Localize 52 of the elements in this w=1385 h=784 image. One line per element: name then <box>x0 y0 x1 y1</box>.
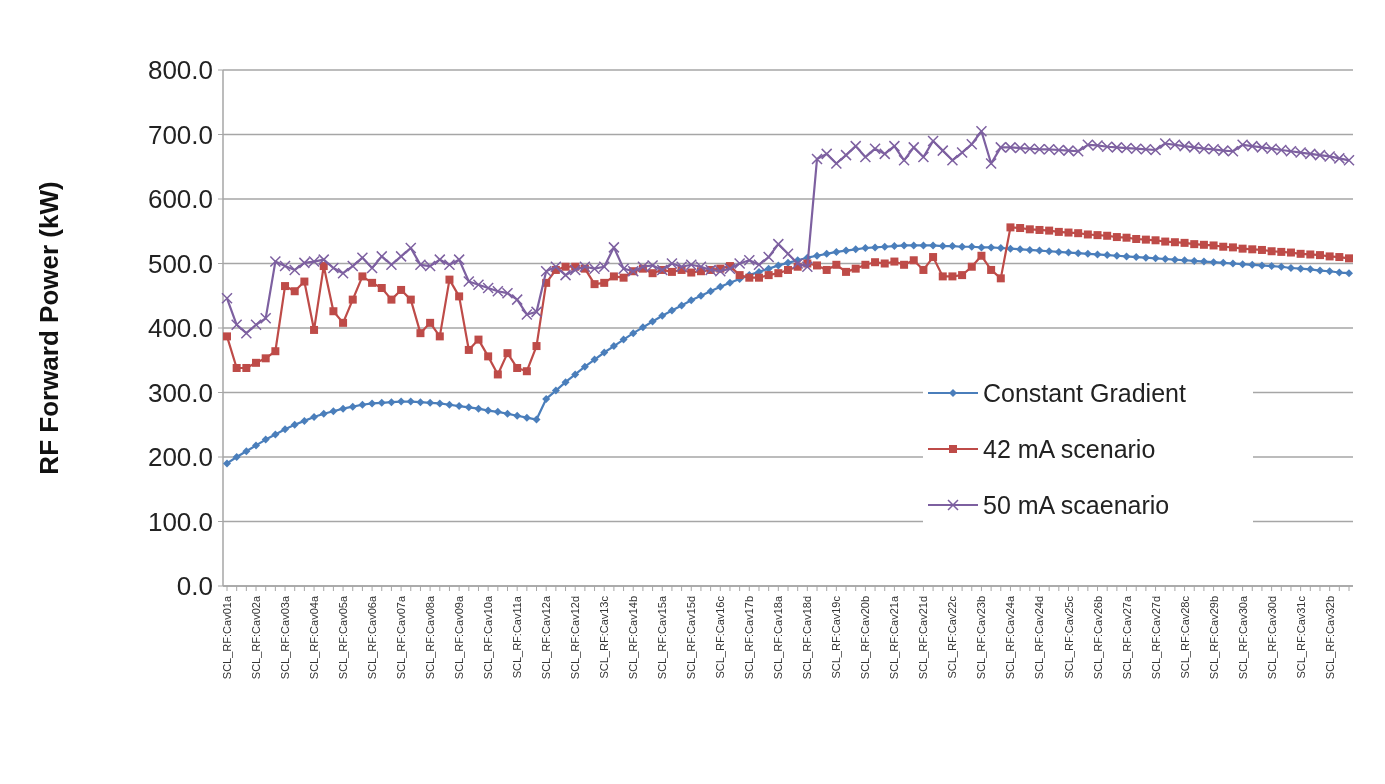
legend-label: Constant Gradient <box>983 378 1186 407</box>
y-tick-label: 300.0 <box>147 377 213 408</box>
x-tick-label: SCL_RF:Cav04a <box>308 595 321 680</box>
x-tick-label: SCL_RF:Cav11a <box>511 595 524 679</box>
x-tick-label: SCL_RF:Cav30a <box>1236 595 1249 680</box>
x-tick-label: SCL_RF:Cav16c <box>714 595 727 679</box>
x-tick-label: SCL_RF:Cav28c <box>1178 595 1191 679</box>
x-tick-label: SCL_RF:Cav12d <box>569 596 582 680</box>
x-tick-label: SCL_RF:Cav01a <box>221 595 233 680</box>
x-tick-label: SCL_RF:Cav31c <box>1294 595 1307 679</box>
x-tick-label: SCL_RF:Cav29b <box>1207 596 1220 680</box>
x-tick-label: SCL_RF:Cav25c <box>1062 595 1075 679</box>
y-axis-title: RF Forward Power (kW) <box>34 181 64 475</box>
x-tick-label: SCL_RF:Cav18a <box>772 595 785 680</box>
x-tick-label: SCL_RF:Cav23b <box>975 596 988 680</box>
legend-label: 42 mA scenario <box>983 434 1156 463</box>
x-tick-label: SCL_RF:Cav22c <box>946 595 959 679</box>
y-tick-label: 400.0 <box>147 313 213 344</box>
y-tick-label: 500.0 <box>147 248 213 279</box>
x-tick-label: SCL_RF:Cav06a <box>366 595 379 680</box>
x-tick-label: SCL_RF:Cav07a <box>395 595 408 680</box>
y-tick-label: 700.0 <box>147 119 213 150</box>
x-tick-label: SCL_RF:Cav30d <box>1265 596 1278 680</box>
x-tick-label: SCL_RF:Cav12a <box>540 595 553 680</box>
x-tick-label: SCL_RF:Cav27d <box>1149 596 1162 680</box>
y-tick-label: 0.0 <box>176 571 213 602</box>
y-tick-label: 100.0 <box>147 506 213 537</box>
x-tick-label: SCL_RF:Cav14b <box>627 596 640 680</box>
x-tick-label: SCL_RF:Cav15a <box>656 595 669 680</box>
x-tick-label: SCL_RF:Cav26b <box>1091 596 1104 680</box>
x-tick-label: SCL_RF:Cav19c <box>830 595 843 679</box>
y-tick-label: 800.0 <box>147 55 213 86</box>
x-tick-label: SCL_RF:Cav10a <box>482 595 495 680</box>
x-tick-label: SCL_RF:Cav24a <box>1004 595 1017 680</box>
x-tick-label: SCL_RF:Cav20b <box>859 596 872 680</box>
x-tick-label: SCL_RF:Cav17b <box>743 596 756 680</box>
x-tick-label: SCL_RF:Cav24d <box>1033 596 1046 680</box>
x-tick-label: SCL_RF:Cav03a <box>279 595 292 680</box>
x-tick-label: SCL_RF:Cav27a <box>1120 595 1133 680</box>
legend-label: 50 mA scaenario <box>983 490 1170 519</box>
y-tick-label: 200.0 <box>147 442 213 473</box>
y-tick-label: 600.0 <box>147 184 213 215</box>
x-tick-label: SCL_RF:Cav15d <box>685 596 698 680</box>
x-tick-label: SCL_RF:Cav21a <box>888 595 901 680</box>
x-tick-label: SCL_RF:Cav09a <box>453 595 466 680</box>
x-tick-label: SCL_RF:Cav18d <box>801 596 814 680</box>
x-tick-label: SCL_RF:Cav02a <box>250 595 263 680</box>
x-tick-label: SCL_RF:Cav08a <box>424 595 437 680</box>
x-tick-label: SCL_RF:Cav32b <box>1323 596 1336 680</box>
x-tick-label: SCL_RF:Cav05a <box>337 595 350 680</box>
x-tick-label: SCL_RF:Cav13c <box>598 595 611 679</box>
x-tick-label: SCL_RF:Cav21d <box>917 596 930 680</box>
